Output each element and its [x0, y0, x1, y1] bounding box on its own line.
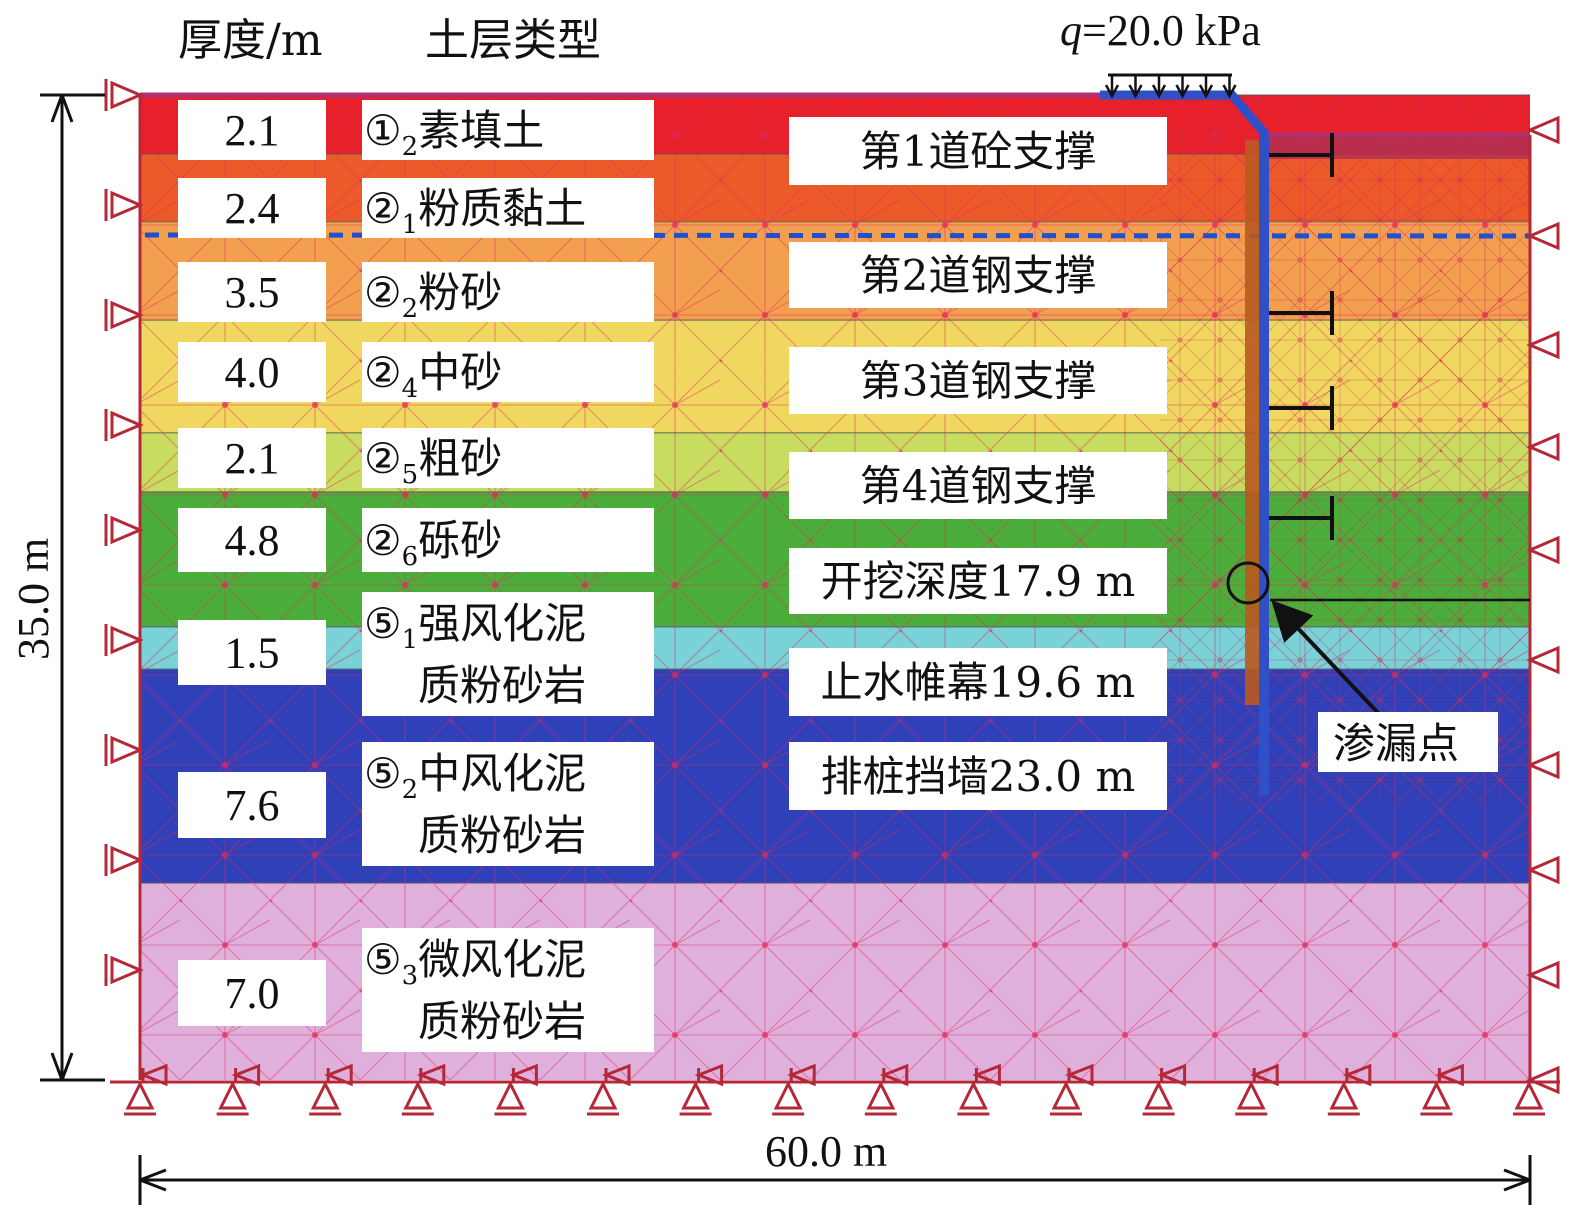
thickness-box: [178, 428, 326, 488]
depth-label-box: [789, 648, 1167, 716]
height-dimension: 35.0 m: [9, 93, 105, 1082]
struts: [1269, 133, 1334, 540]
layer-thickness: 1.5: [225, 629, 280, 678]
layer-name: ②1粉质黏土: [364, 184, 586, 240]
layer-name-box: [362, 100, 654, 160]
support-label: 第3道钢支撑: [860, 357, 1097, 406]
layer-labels: 2.1 ①2素填土 2.4 ②1粉质黏土 3.5 ②2粉砂 4.0 ②4中砂 2.1 ②5粗砂 4.…: [178, 100, 654, 1052]
thickness-box: [178, 262, 326, 322]
retaining-wall: [1259, 135, 1269, 795]
thickness-box: [178, 100, 326, 160]
thickness-box: [178, 342, 326, 402]
layer-thickness: 3.5: [225, 268, 280, 317]
depth-label: 排桩挡墙23.0 m: [821, 752, 1136, 801]
load-label: q =20.0 kPa: [1060, 6, 1261, 55]
depth-label-box: [789, 548, 1167, 614]
layer-name: ①2素填土: [364, 106, 544, 162]
height-label: 35.0 m: [9, 538, 58, 660]
leak-label: 渗漏点: [1333, 719, 1459, 768]
layer-thickness: 4.0: [225, 348, 280, 397]
layer-name-box: [362, 742, 654, 866]
depth-label-box: [789, 742, 1167, 810]
fe-mesh-fine: [1160, 95, 1530, 805]
support-label-box: [789, 117, 1167, 185]
pile-wall: [1245, 140, 1259, 705]
header-soil-type: 土层类型: [425, 15, 601, 66]
thickness-box: [178, 772, 326, 838]
layer-name-line2: 质粉砂岩: [418, 811, 586, 860]
layer-thickness: 7.0: [225, 969, 280, 1018]
layer-name-box: [362, 428, 654, 488]
layer-name-box: [362, 508, 654, 572]
thickness-box: [178, 508, 326, 572]
layer-thickness: 2.1: [225, 106, 280, 155]
layer-name-box: [362, 928, 654, 1052]
load-q-symbol: q: [1060, 6, 1082, 55]
support-label-box: [789, 242, 1167, 308]
width-dimension: 60.0 m: [138, 1127, 1532, 1205]
layer-thickness: 4.8: [225, 516, 280, 565]
leak-arrow: [1271, 600, 1382, 717]
leak-point-circle: [1226, 561, 1270, 605]
support-label: 第2道钢支撑: [860, 251, 1097, 300]
boundary-supports: [104, 79, 1560, 1116]
layer-name: ⑤2中风化泥: [364, 749, 586, 805]
layer-name-line2: 质粉砂岩: [418, 661, 586, 710]
layer-name: ⑤3微风化泥: [364, 935, 586, 991]
support-label: 第4道钢支撑: [860, 462, 1097, 511]
load-q-value: =20.0 kPa: [1082, 6, 1261, 55]
layer-name: ②6砾砂: [364, 516, 502, 572]
water-table-line: [144, 232, 1531, 239]
layer-name: ②2粉砂: [364, 268, 502, 324]
layer-thickness: 2.4: [225, 184, 280, 233]
layer-name-box: [362, 262, 654, 322]
layer-thickness: 7.6: [225, 781, 280, 830]
support-label: 第1道砼支撑: [860, 127, 1097, 176]
layer-name-box: [362, 592, 654, 716]
layer-name: ⑤1强风化泥: [364, 599, 586, 655]
depth-label: 止水帷幕19.6 m: [821, 658, 1136, 707]
support-label-box: [789, 347, 1167, 414]
layer-name-line2: 质粉砂岩: [418, 997, 586, 1046]
layer-name: ②5粗砂: [364, 434, 502, 490]
surcharge-load: [1104, 73, 1237, 99]
depth-label: 开挖深度17.9 m: [821, 557, 1136, 606]
wall-top: [1100, 90, 1270, 138]
layer-name-box: [362, 178, 654, 238]
thickness-box: [178, 178, 326, 238]
leak-label-box: [1318, 712, 1498, 772]
thickness-box: [178, 620, 326, 685]
layer-name: ②4中砂: [364, 348, 502, 404]
support-label-box: [789, 452, 1167, 519]
width-label: 60.0 m: [765, 1127, 887, 1176]
layer-name-box: [362, 342, 654, 402]
layer-thickness: 2.1: [225, 434, 280, 483]
thickness-box: [178, 960, 326, 1026]
header-thickness: 厚度/m: [178, 15, 323, 66]
